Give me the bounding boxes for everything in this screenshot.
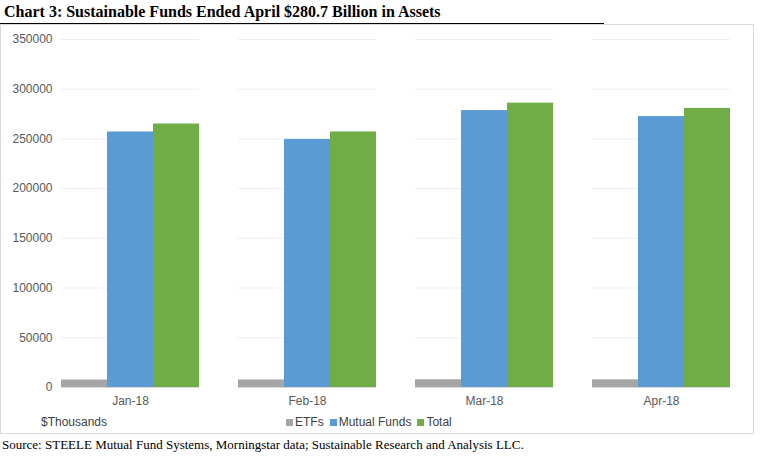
svg-text:0: 0 <box>46 380 53 394</box>
svg-text:300000: 300000 <box>12 82 52 96</box>
svg-text:250000: 250000 <box>12 132 52 146</box>
html-text:$Thousands: $Thousands <box>41 415 107 429</box>
html-text:Total: Total <box>426 415 452 429</box>
svg-text:Mar-18: Mar-18 <box>465 394 503 408</box>
svg-text:Apr-18: Apr-18 <box>643 394 679 408</box>
svg-text:150000: 150000 <box>12 231 52 245</box>
svg-text:200000: 200000 <box>12 181 52 195</box>
html-text:Mutual Funds: Mutual Funds <box>338 415 412 429</box>
html-text:Chart 3: Sustainable Funds End: Chart 3: Sustainable Funds Ended April $… <box>4 3 441 20</box>
svg-text:350000: 350000 <box>12 32 52 46</box>
svg-text:Jan-18: Jan-18 <box>112 394 149 408</box>
html-text:ETFs: ETFs <box>295 415 324 429</box>
svg-text:100000: 100000 <box>12 281 52 295</box>
svg-text:Feb-18: Feb-18 <box>288 394 326 408</box>
svg-text:50000: 50000 <box>19 331 53 345</box>
html-text:Source: STEELE Mutual Fund Sys: Source: STEELE Mutual Fund Systems, Morn… <box>2 437 524 452</box>
